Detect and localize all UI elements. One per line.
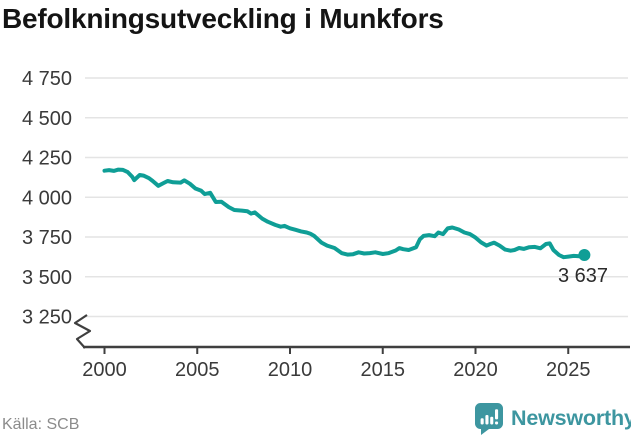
speech-bubble-shape	[475, 403, 503, 435]
y-axis-tick-label: 4 250	[22, 148, 72, 170]
last-value-dot	[578, 248, 591, 261]
y-axis-tick-label: 4 750	[22, 68, 72, 90]
x-axis-tick-label: 2005	[175, 359, 220, 381]
bar-glyph-medium	[485, 415, 489, 425]
newsworthy-wordmark: Newsworthy	[511, 406, 631, 430]
x-axis-tick-label: 2000	[82, 359, 127, 381]
newsworthy-logo-icon	[475, 403, 503, 435]
y-axis-tick-label: 3 750	[22, 227, 72, 249]
bar-glyph-tall	[490, 416, 494, 425]
y-axis-tick-label: 4 000	[22, 187, 72, 209]
y-axis-tick-label: 3 250	[22, 307, 72, 329]
axis-break-icon	[73, 314, 92, 349]
exclamation-bar-glyph	[495, 409, 499, 420]
bar-glyph-short	[480, 418, 484, 425]
x-axis-tick-label: 2025	[546, 359, 591, 381]
x-axis-tick-label: 2010	[268, 359, 313, 381]
last-value-label: 3 637	[558, 265, 608, 287]
source-label: Källa: SCB	[2, 416, 80, 433]
y-axis-tick-label: 4 500	[22, 108, 72, 130]
newsworthy-logo[interactable]: Newsworthy	[474, 402, 631, 435]
x-axis-tick-label: 2020	[453, 359, 498, 381]
chart-title: Befolkningsutveckling i Munkfors	[2, 3, 444, 34]
population-series-line	[102, 167, 587, 260]
exclamation-dot-glyph	[495, 421, 499, 425]
y-axis-tick-label: 3 500	[22, 267, 72, 289]
x-axis-tick-label: 2015	[361, 359, 406, 381]
